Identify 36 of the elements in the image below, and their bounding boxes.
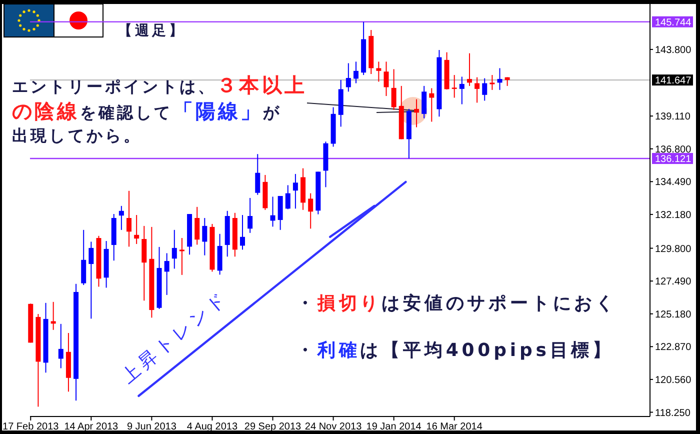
x-tick-label: 24 Nov 2013 [304,422,362,432]
annotation: 損切り [316,293,382,314]
annotation: を確認して [80,103,173,122]
ref-line-label: 141.647 [655,76,692,87]
annotation: は【平均400pips目標】 [360,340,614,361]
annotation: は安値のサポートにおく [382,293,618,314]
y-tick-label: 143.800 [655,45,692,56]
x-tick-label: 9 Jun 2013 [126,422,177,432]
annotation: 「陽線」 [172,99,264,123]
y-tick-label: 132.180 [655,210,692,222]
y-tick-label: 120.560 [655,375,692,386]
annotation: 出現してから。 [12,126,142,145]
annotation: ３本以上 [216,73,308,97]
y-tick-label: 134.490 [655,177,692,188]
x-tick-label: 29 Sep 2013 [244,422,302,432]
ref-line-label: 136.121 [655,154,692,166]
x-tick-label: 19 Jan 2014 [366,422,422,432]
x-tick-label: 14 Apr 2013 [64,422,119,432]
y-tick-label: 122.870 [655,342,692,354]
x-tick-label: 16 Mar 2014 [426,422,483,432]
annotation: が [262,103,282,122]
annotation: 利確 [316,340,360,361]
y-tick-label: 136.800 [655,144,692,156]
y-tick-label: 118.250 [655,408,691,419]
annotation: 【週足】 [118,23,186,39]
annotation: の陰線 [12,99,80,123]
annotation: ・ [296,340,318,361]
y-tick-label: 127.490 [655,276,692,288]
annotation: エントリーポイントは、 [12,77,217,96]
annotation: ・ [296,293,318,314]
ref-line-label: 145.744 [655,17,692,28]
y-tick-label: 129.800 [655,244,692,255]
x-tick-label: 17 Feb 2013 [2,422,60,432]
y-tick-label: 139.110 [655,112,691,123]
annotation: 上昇トレンド [118,286,232,388]
y-tick-label: 125.180 [655,309,692,320]
